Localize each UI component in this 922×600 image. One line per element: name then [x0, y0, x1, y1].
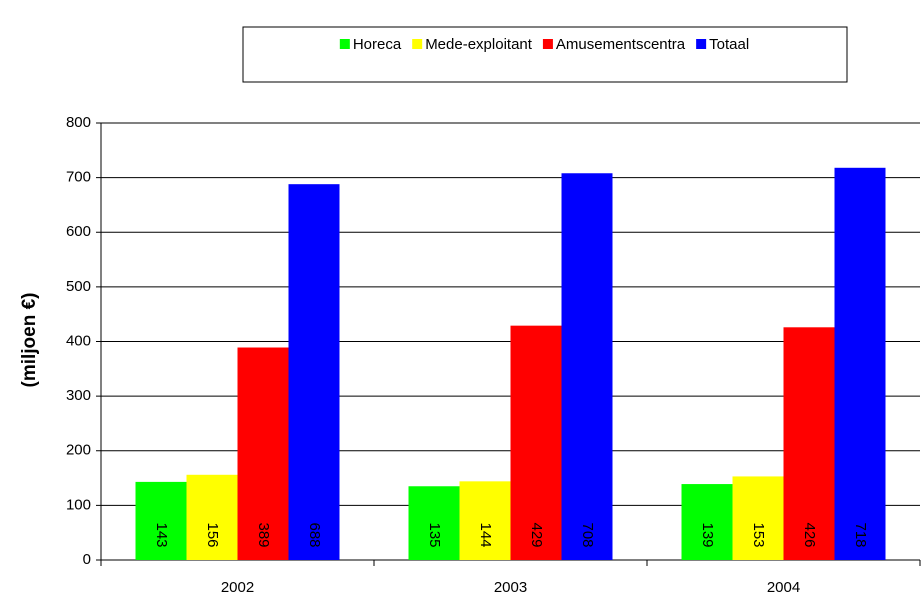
x-tick-label: 2004 [767, 579, 800, 596]
bar [510, 325, 562, 560]
bar [288, 184, 340, 560]
data-label: 429 [528, 522, 545, 547]
data-label: 153 [750, 522, 767, 547]
y-axis-label: (miljoen €) [19, 292, 40, 387]
data-label: 389 [255, 522, 272, 547]
legend-swatch [339, 39, 350, 49]
data-label: 139 [699, 522, 716, 547]
bar [834, 167, 886, 561]
legend-label: Totaal [709, 36, 749, 53]
y-tick-label: 0 [83, 551, 91, 568]
bar [783, 327, 835, 560]
bar [732, 476, 784, 560]
bar [186, 474, 238, 560]
bar [237, 347, 289, 560]
bar [561, 173, 613, 560]
data-label: 688 [306, 522, 323, 547]
x-tick-label: 2002 [221, 579, 254, 596]
data-label: 143 [153, 522, 170, 547]
data-label: 426 [801, 522, 818, 547]
data-label: 135 [426, 522, 443, 547]
legend-box [242, 26, 848, 83]
y-tick-label: 300 [66, 387, 91, 404]
legend-swatch [542, 39, 553, 49]
y-tick-label: 400 [66, 332, 91, 349]
legend-label: Amusementscentra [556, 36, 686, 53]
bar [459, 481, 511, 560]
bar [681, 484, 733, 560]
legend-swatch [412, 39, 423, 49]
data-label: 718 [852, 522, 869, 547]
legend-label: Mede-exploitant [425, 36, 533, 53]
data-label: 156 [204, 522, 221, 547]
bar [408, 486, 460, 560]
legend-label: Horeca [353, 36, 402, 53]
data-label: 708 [579, 522, 596, 547]
y-tick-label: 500 [66, 278, 91, 295]
y-tick-label: 600 [66, 223, 91, 240]
y-tick-label: 700 [66, 169, 91, 186]
y-tick-label: 200 [66, 442, 91, 459]
legend-swatch [696, 39, 707, 49]
data-label: 144 [477, 522, 494, 547]
bar [135, 481, 187, 560]
x-tick-label: 2003 [494, 579, 527, 596]
y-tick-label: 800 [66, 114, 91, 131]
y-tick-label: 100 [66, 496, 91, 513]
